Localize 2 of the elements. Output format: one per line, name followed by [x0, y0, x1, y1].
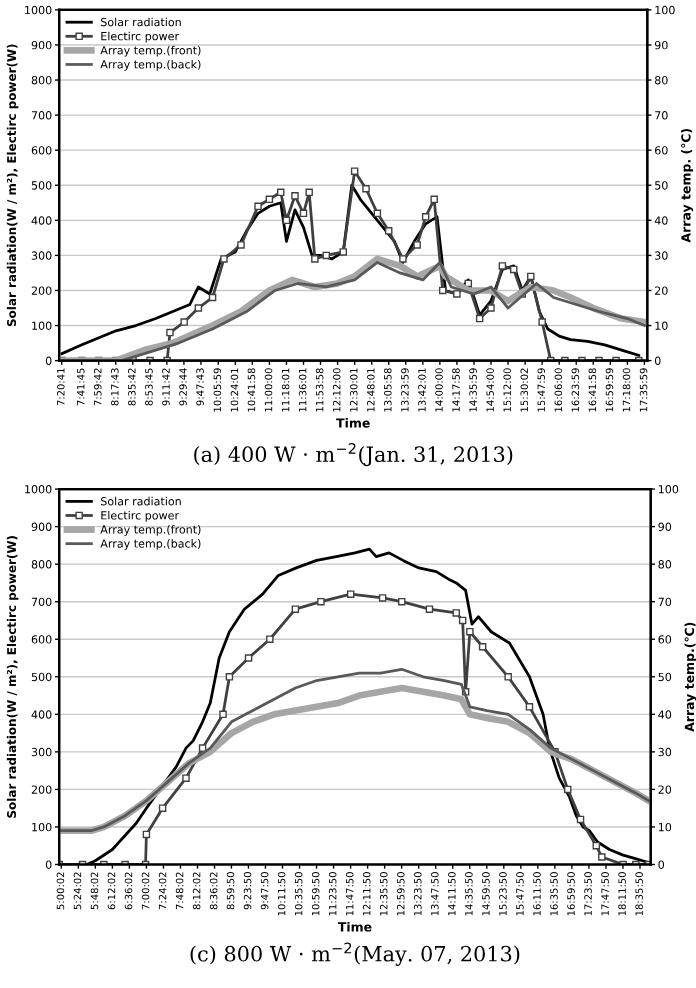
text: (a) 400 W · m$^{−2}$(Jan. 31, 2013) [194, 443, 513, 467]
text: (c) 800 W · m$^{−2}$(May. 07, 2013) [190, 942, 520, 966]
